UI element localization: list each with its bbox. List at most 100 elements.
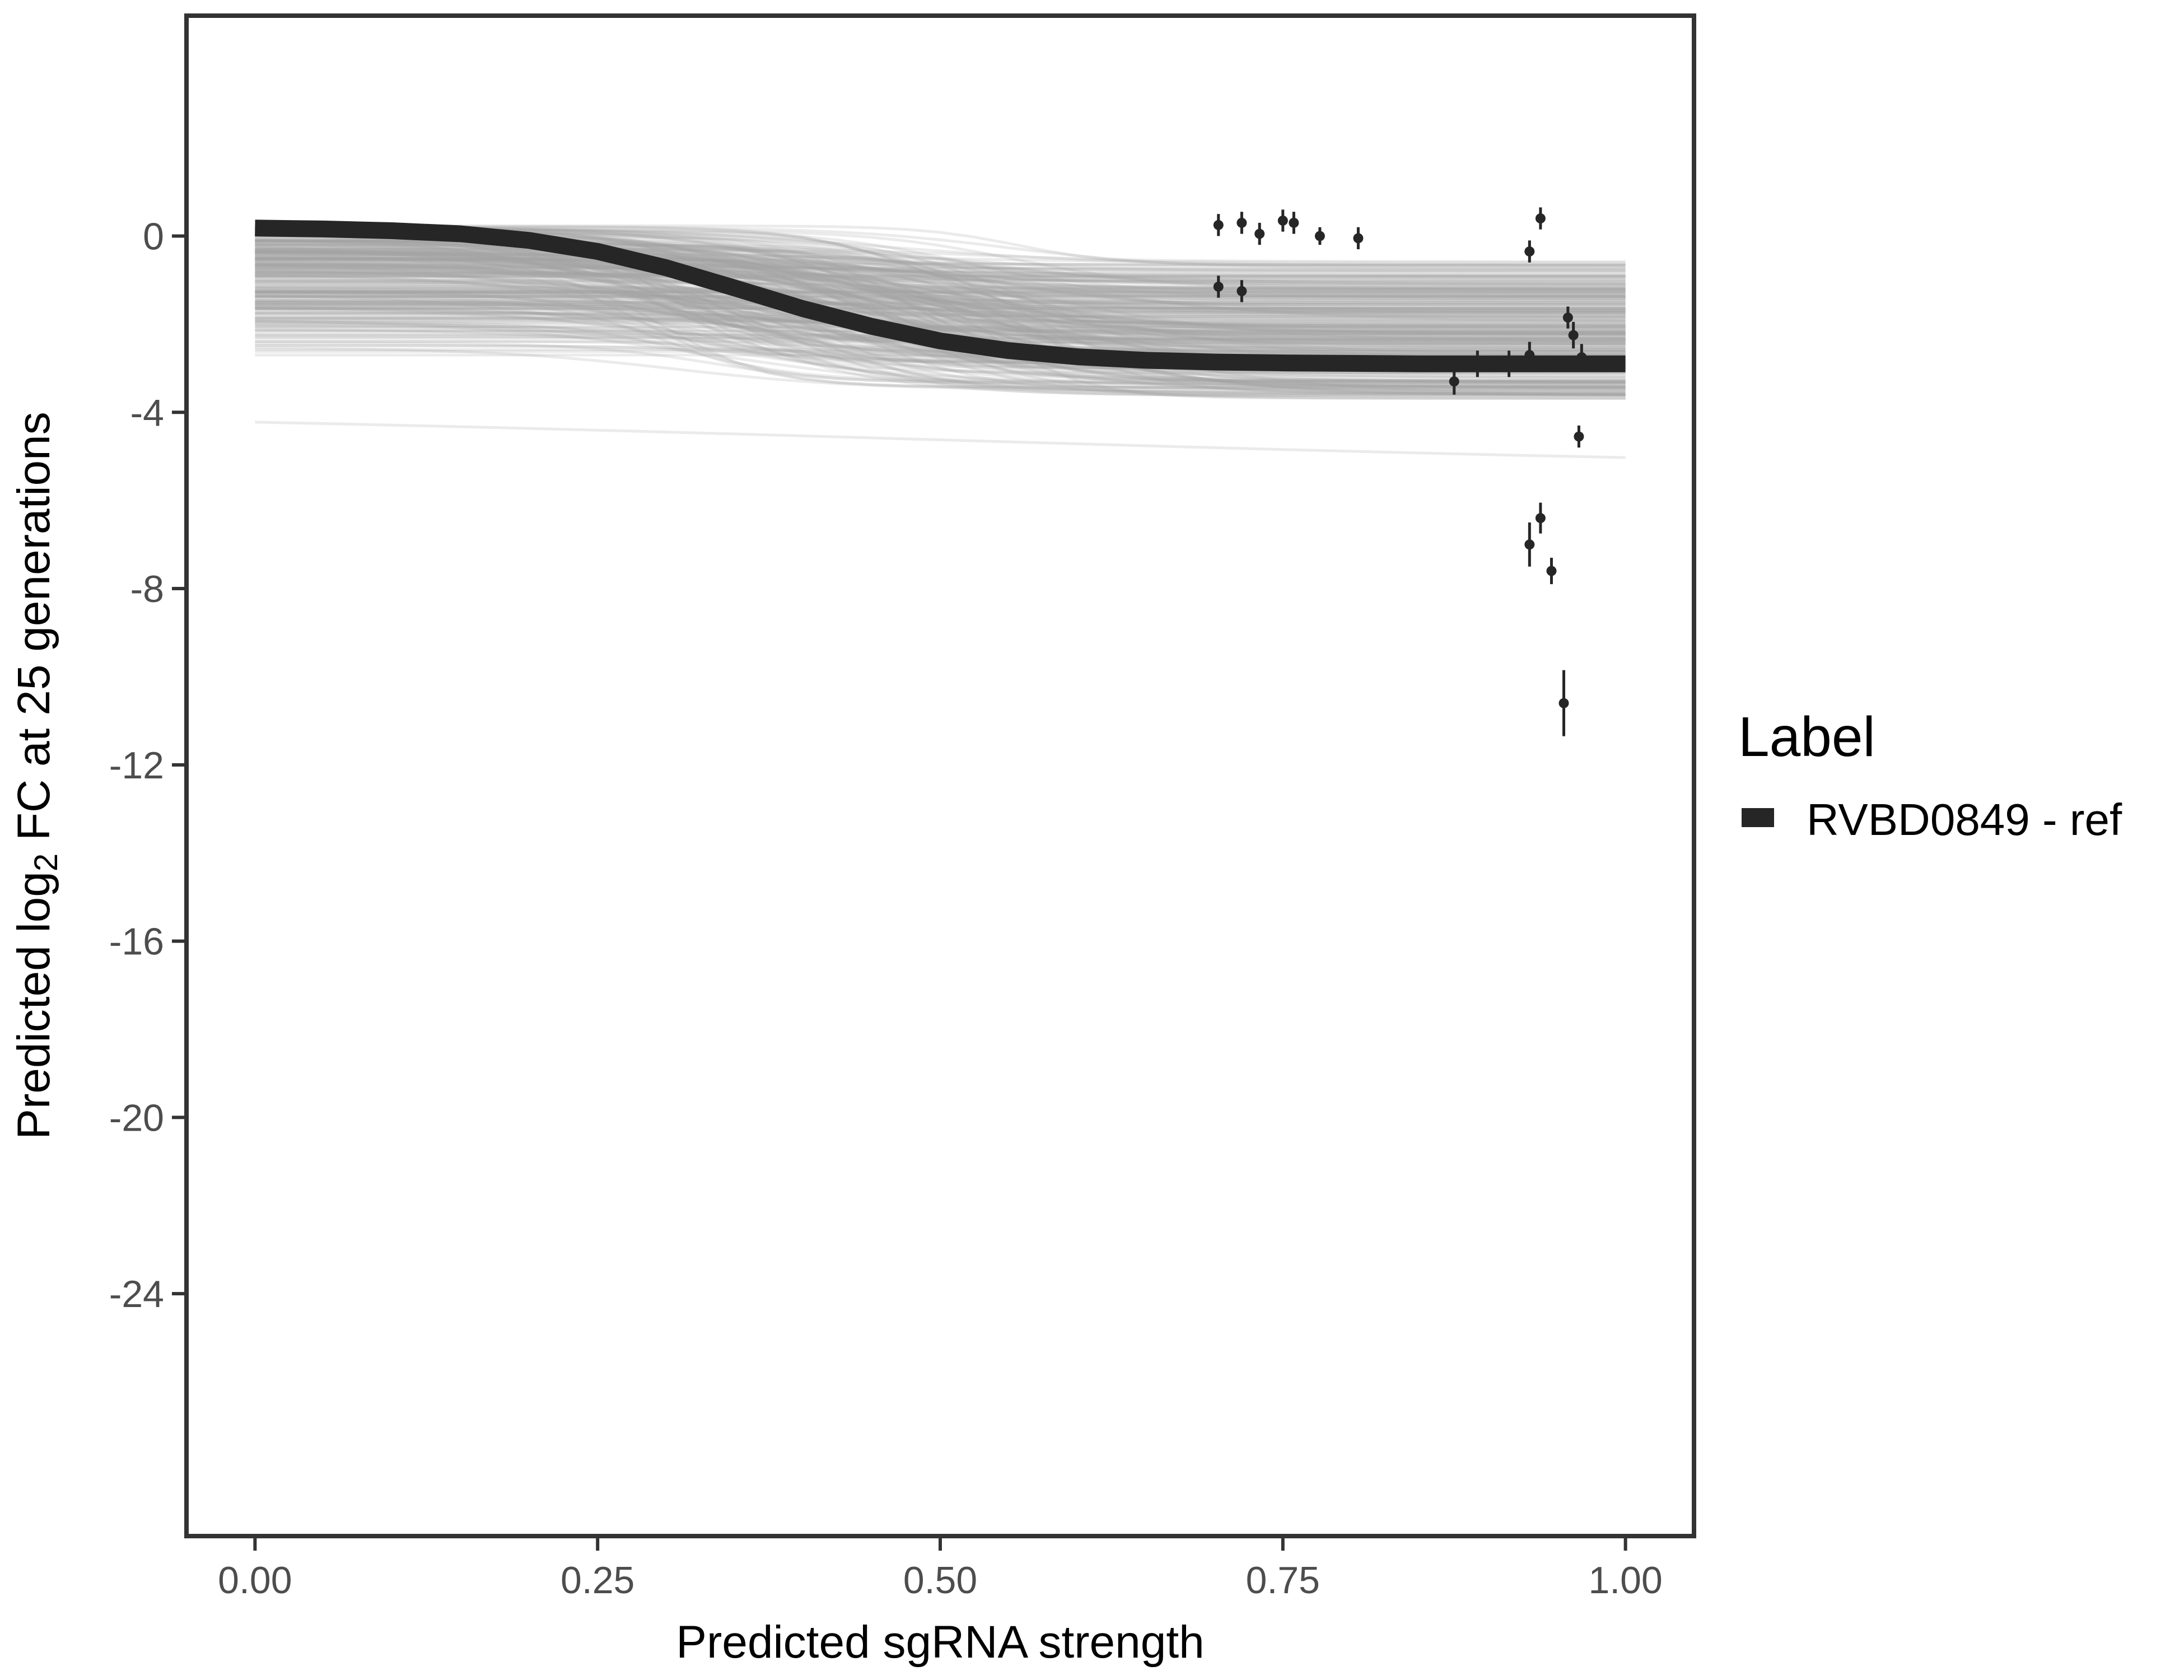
posterior-draw-line [255, 246, 1626, 263]
posterior-draw-line [255, 307, 1626, 384]
posterior-draw-line [255, 258, 1626, 278]
posterior-draw-line [255, 254, 1626, 264]
posterior-draw-line [255, 250, 1626, 333]
posterior-draw-line [255, 266, 1626, 312]
posterior-draw-line [255, 299, 1626, 397]
posterior-draw-line [255, 270, 1626, 334]
posterior-draw-line [255, 232, 1626, 316]
posterior-draw-line [255, 290, 1626, 328]
posterior-draw-line [255, 256, 1626, 343]
posterior-draw-line [255, 303, 1626, 352]
posterior-draw-line [255, 283, 1626, 400]
posterior-draw-line [255, 312, 1626, 325]
posterior-draw-line [255, 258, 1626, 349]
posterior-draw-line [255, 300, 1626, 335]
y-tick-label: -12 [109, 744, 164, 787]
data-point [1314, 231, 1325, 241]
data-point [1524, 349, 1535, 360]
x-axis-title: Predicted sgRNA strength [676, 1617, 1204, 1668]
posterior-draw-line [255, 294, 1626, 391]
posterior-draw-line [255, 276, 1626, 375]
posterior-draw-line [255, 256, 1626, 336]
posterior-draw-line [255, 266, 1626, 302]
posterior-draw-line [255, 270, 1626, 350]
plot-background [186, 16, 1694, 1536]
data-point [1289, 217, 1299, 228]
posterior-draw-line [255, 249, 1626, 295]
posterior-draw-line [255, 290, 1626, 297]
posterior-draw-line [255, 273, 1626, 279]
posterior-draw-line [255, 270, 1626, 313]
posterior-draw-line [255, 316, 1626, 325]
posterior-draw-line [255, 289, 1626, 388]
data-point [1535, 213, 1546, 223]
data-point [1558, 698, 1569, 708]
data-point [1535, 513, 1546, 524]
posterior-draw-line [255, 232, 1626, 337]
x-tick-label: 1.00 [1588, 1559, 1662, 1602]
data-point [1576, 352, 1587, 362]
data-point [1236, 286, 1247, 296]
posterior-draw-line [255, 256, 1626, 304]
posterior-draw-line [255, 273, 1626, 298]
posterior-draw-line [255, 263, 1626, 323]
posterior-draw-line [255, 296, 1626, 343]
y-tick-label: -24 [109, 1273, 164, 1315]
posterior-draw-line [255, 291, 1626, 336]
posterior-draw-line [255, 319, 1626, 388]
plot-panel-border [184, 13, 1696, 1538]
y-tick-label: -16 [109, 921, 164, 963]
y-tick-label: -4 [130, 391, 164, 434]
posterior-draw-line [255, 244, 1626, 292]
data-point [1353, 233, 1364, 244]
posterior-draw-line [255, 316, 1626, 327]
posterior-draw-line [255, 328, 1626, 382]
posterior-draw-line [255, 274, 1626, 312]
data-point [1472, 358, 1483, 369]
posterior-draw-line [255, 285, 1626, 329]
posterior-draw-line [255, 250, 1626, 386]
posterior-draw-line [255, 295, 1626, 299]
y-axis-title-main: Predicted log [8, 871, 59, 1140]
posterior-draw-line [255, 262, 1626, 389]
posterior-draw-line [255, 312, 1626, 357]
x-tick-label: 0.75 [1246, 1559, 1320, 1602]
posterior-draw-line [255, 249, 1626, 283]
posterior-draw-line [255, 307, 1626, 400]
posterior-draw-line [255, 246, 1626, 334]
posterior-draw-line [255, 260, 1626, 315]
posterior-draw-line [255, 301, 1626, 327]
posterior-draw-line [255, 264, 1626, 310]
posterior-draw-line [255, 305, 1626, 390]
posterior-draw-line [255, 242, 1626, 396]
legend-title: Label [1738, 706, 1875, 768]
data-point [1449, 376, 1459, 387]
data-points [1213, 207, 1587, 736]
posterior-draw-line [255, 300, 1626, 334]
posterior-draw-line [255, 255, 1626, 345]
y-axis-title-rest: FC at 25 generations [8, 412, 59, 853]
posterior-draw-line [255, 301, 1626, 319]
posterior-draw-line [255, 271, 1626, 297]
posterior-draw-line [255, 295, 1626, 328]
posterior-draw-line [255, 250, 1626, 276]
posterior-draw-line [255, 306, 1626, 395]
posterior-draw-line [255, 225, 1626, 311]
posterior-draw-line [255, 250, 1626, 277]
posterior-draw-line [255, 318, 1626, 335]
posterior-draw-line [255, 265, 1626, 284]
posterior-draw-line [255, 248, 1626, 272]
posterior-draw-line [255, 255, 1626, 346]
posterior-draw-line [255, 344, 1626, 395]
posterior-draw-line [255, 271, 1626, 330]
posterior-draw-line [255, 257, 1626, 388]
posterior-draw-line [255, 248, 1626, 306]
posterior-draw-line [255, 263, 1626, 384]
data-point [1236, 217, 1247, 228]
posterior-draw-line [255, 250, 1626, 356]
posterior-draw-line [255, 304, 1626, 314]
posterior-draw-line [255, 297, 1626, 389]
posterior-draw-line [255, 250, 1626, 339]
posterior-draw-line [255, 254, 1626, 266]
posterior-draw-line [255, 290, 1626, 300]
